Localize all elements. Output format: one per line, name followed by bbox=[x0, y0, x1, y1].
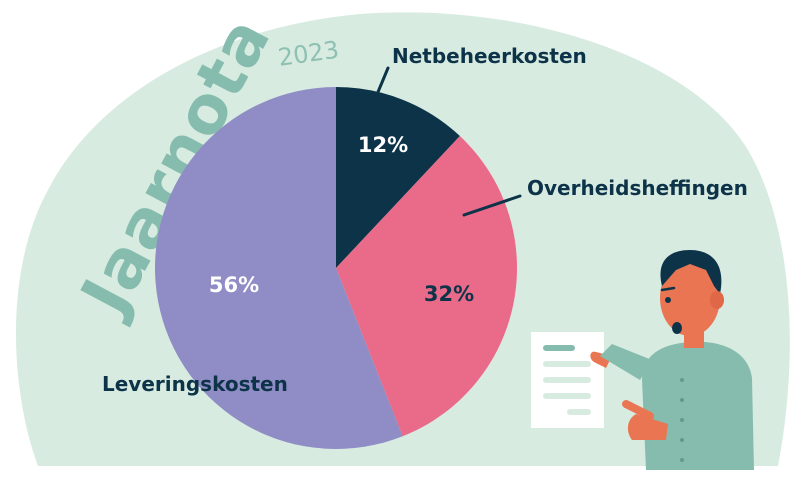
category-label-netbeheerkosten: Netbeheerkosten bbox=[392, 44, 587, 68]
document-icon bbox=[531, 332, 604, 428]
leader-line-netbeheerkosten bbox=[376, 66, 390, 94]
category-label-leveringskosten: Leveringskosten bbox=[102, 372, 288, 396]
pie-chart bbox=[155, 87, 517, 449]
slice-leveringskosten bbox=[155, 87, 403, 449]
category-label-overheidsheffingen: Overheidsheffingen bbox=[527, 176, 748, 200]
value-label-leveringskosten: 56% bbox=[209, 273, 259, 297]
person-pointing-icon bbox=[590, 250, 754, 470]
value-label-netbeheerkosten: 12% bbox=[358, 133, 408, 157]
slice-netbeheerkosten bbox=[336, 87, 460, 268]
value-label-overheidsheffingen: 32% bbox=[424, 282, 474, 306]
leader-line-overheidsheffingen bbox=[462, 194, 522, 217]
